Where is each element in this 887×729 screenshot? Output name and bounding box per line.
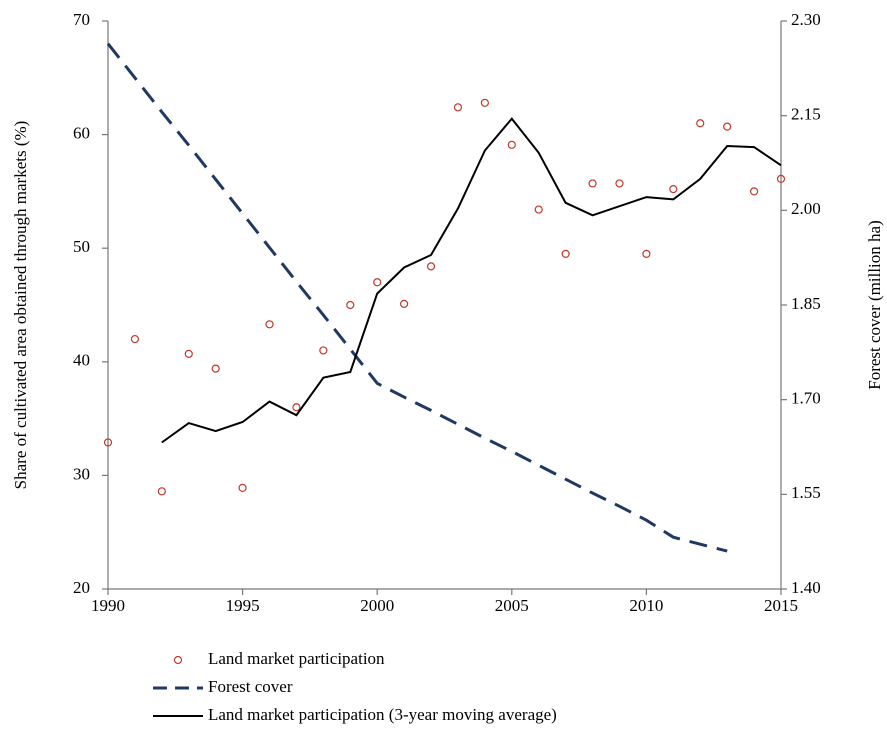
data-point bbox=[507, 140, 516, 149]
y2-tick-label: 2.00 bbox=[791, 199, 821, 218]
data-point bbox=[749, 187, 759, 196]
x-tick-label: 1990 bbox=[91, 596, 125, 615]
x-tick-label: 2010 bbox=[629, 596, 663, 615]
legend-label: Land market participation bbox=[208, 649, 385, 668]
legend-marker bbox=[173, 655, 183, 665]
y-tick-label: 30 bbox=[73, 464, 90, 483]
data-point bbox=[669, 185, 678, 194]
y2-tick-label: 2.30 bbox=[791, 10, 821, 29]
data-point bbox=[211, 364, 220, 373]
data-point bbox=[723, 122, 732, 131]
data-point bbox=[130, 334, 140, 344]
data-point bbox=[400, 299, 409, 308]
data-point bbox=[534, 205, 543, 214]
y2-tick-label: 1.70 bbox=[791, 389, 821, 408]
y-tick-label: 50 bbox=[73, 237, 90, 256]
data-point bbox=[453, 103, 463, 112]
data-point bbox=[615, 179, 624, 188]
data-point bbox=[265, 320, 274, 329]
data-point bbox=[319, 346, 328, 355]
legend-label: Land market participation (3-year moving… bbox=[208, 705, 557, 724]
data-point bbox=[184, 349, 193, 358]
data-point bbox=[480, 98, 489, 107]
y-tick-label: 70 bbox=[73, 10, 90, 29]
data-point bbox=[238, 483, 247, 492]
x-tick-label: 2000 bbox=[360, 596, 394, 615]
y-tick-label: 60 bbox=[73, 124, 90, 143]
series-line bbox=[161, 117, 782, 444]
y2-tick-label: 2.15 bbox=[791, 105, 821, 124]
data-point bbox=[426, 262, 436, 271]
x-tick-label: 1995 bbox=[226, 596, 260, 615]
data-point bbox=[561, 249, 570, 258]
data-point bbox=[373, 278, 382, 287]
data-point bbox=[157, 487, 166, 496]
data-point bbox=[346, 300, 355, 310]
x-tick-label: 2015 bbox=[764, 596, 798, 615]
y2-tick-label: 1.55 bbox=[791, 483, 821, 502]
y2-axis-title: Forest cover (million ha) bbox=[865, 220, 884, 390]
legend-label: Forest cover bbox=[208, 677, 293, 696]
y-tick-label: 40 bbox=[73, 351, 90, 370]
data-point bbox=[776, 174, 786, 184]
y2-tick-label: 1.40 bbox=[791, 578, 821, 597]
data-point bbox=[642, 249, 651, 258]
y2-tick-label: 1.85 bbox=[791, 294, 821, 313]
x-tick-label: 2005 bbox=[495, 596, 529, 615]
data-point bbox=[292, 403, 301, 412]
y-tick-label: 20 bbox=[73, 578, 90, 597]
series-line bbox=[106, 42, 728, 553]
data-point bbox=[696, 119, 705, 128]
data-point bbox=[103, 438, 113, 447]
y-axis-title: Share of cultivated area obtained throug… bbox=[11, 121, 30, 490]
data-point bbox=[588, 179, 597, 188]
